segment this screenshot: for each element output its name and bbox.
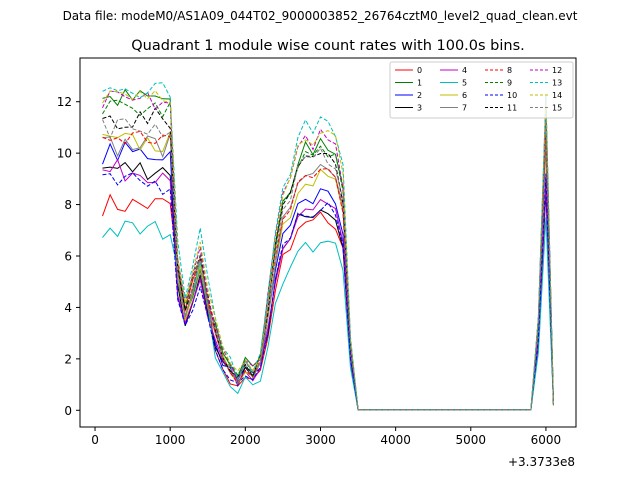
legend-label-2: 2 — [417, 91, 422, 100]
legend-label-13: 13 — [552, 79, 562, 88]
legend-label-12: 12 — [552, 66, 562, 75]
chart-title: Quadrant 1 module wise count rates with … — [131, 38, 525, 54]
legend-box — [389, 61, 574, 119]
x-tick-label: 1000 — [155, 433, 186, 447]
y-tick-label: 10 — [57, 147, 72, 161]
x-offset-label: +3.3733e8 — [508, 455, 575, 469]
x-tick-label: 2000 — [230, 433, 261, 447]
plot-area — [102, 82, 554, 411]
x-tick-label: 0 — [91, 433, 99, 447]
x-tick-label: 3000 — [305, 433, 336, 447]
y-tick-label: 12 — [57, 95, 72, 109]
series-line-6 — [102, 132, 554, 411]
y-tick-label: 6 — [64, 250, 72, 264]
series-line-8 — [102, 130, 554, 411]
series-line-15 — [102, 117, 554, 411]
legend-label-3: 3 — [417, 104, 422, 113]
legend-label-5: 5 — [462, 79, 467, 88]
series-line-5 — [102, 217, 554, 411]
series-line-4 — [102, 158, 554, 411]
series-line-3 — [102, 161, 554, 411]
x-tick-label: 6000 — [531, 433, 562, 447]
y-tick-label: 0 — [64, 404, 72, 418]
legend-label-4: 4 — [462, 66, 467, 75]
legend-label-1: 1 — [417, 79, 422, 88]
legend-label-8: 8 — [507, 66, 512, 75]
legend-label-0: 0 — [417, 66, 422, 75]
y-tick-label: 2 — [64, 352, 72, 366]
series-line-13 — [102, 82, 554, 411]
series-line-14 — [102, 89, 554, 411]
x-tick-label: 5000 — [456, 433, 487, 447]
legend-label-7: 7 — [462, 104, 467, 113]
y-tick-label: 4 — [64, 301, 72, 315]
y-tick-label: 8 — [64, 198, 72, 212]
figure-suptitle: Data file: modeM0/AS1A09_044T02_90000038… — [63, 9, 578, 23]
series-line-9 — [102, 99, 554, 411]
axes-frame — [79, 57, 577, 428]
legend-label-14: 14 — [552, 91, 562, 100]
legend-label-10: 10 — [507, 91, 517, 100]
x-tick-label: 4000 — [380, 433, 411, 447]
legend-label-15: 15 — [552, 104, 562, 113]
legend-label-9: 9 — [507, 79, 512, 88]
legend-label-6: 6 — [462, 91, 467, 100]
legend-label-11: 11 — [507, 104, 517, 113]
series-line-10 — [102, 172, 554, 411]
